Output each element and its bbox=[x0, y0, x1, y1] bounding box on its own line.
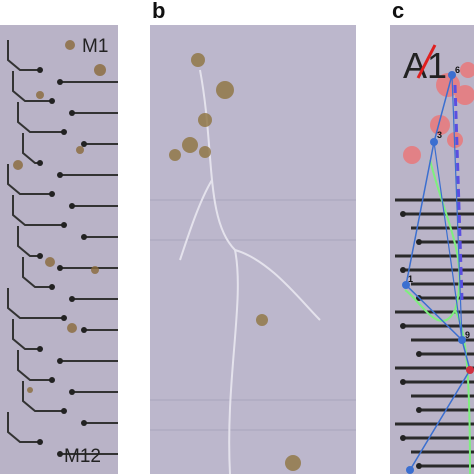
electrode-pad bbox=[37, 253, 43, 259]
strike bbox=[416, 44, 437, 79]
electrode-pad bbox=[49, 377, 55, 383]
electrode-pad bbox=[61, 129, 67, 135]
panel-label: b bbox=[152, 0, 165, 23]
electrode-line bbox=[7, 412, 40, 443]
electrode-pad bbox=[61, 408, 67, 414]
electrodes bbox=[7, 40, 118, 457]
graph-edges bbox=[405, 74, 471, 471]
electrode-pad bbox=[81, 141, 87, 147]
electrode-pad bbox=[81, 234, 87, 240]
electrode-line bbox=[12, 319, 40, 350]
electrode-line bbox=[22, 257, 52, 288]
electrode-line bbox=[17, 350, 52, 381]
electrode-pad bbox=[37, 160, 43, 166]
electrode-pad bbox=[61, 315, 67, 321]
electrode-line bbox=[7, 288, 64, 319]
electrode-pad bbox=[57, 79, 63, 85]
panel-b bbox=[150, 25, 356, 474]
electrode-line bbox=[17, 226, 40, 257]
panel-c: A1 6 3 1 9 bbox=[390, 25, 474, 474]
electrode-pad bbox=[61, 222, 67, 228]
electrode-pad bbox=[81, 327, 87, 333]
electrode-pad bbox=[57, 451, 63, 457]
cells bbox=[13, 40, 106, 393]
electrode-line bbox=[12, 195, 64, 226]
electrode-pad bbox=[416, 239, 422, 245]
electrode-line bbox=[12, 71, 52, 102]
neurite bbox=[179, 69, 321, 474]
dashed-path bbox=[453, 84, 464, 301]
electrode-pad bbox=[69, 110, 75, 116]
electrode-pad bbox=[416, 351, 422, 357]
marker-label: M1 bbox=[82, 36, 108, 57]
electrode-line bbox=[17, 102, 64, 133]
electrode-pad bbox=[37, 346, 43, 352]
traces bbox=[150, 199, 356, 431]
electrode-pad bbox=[49, 98, 55, 104]
electrode-pad bbox=[400, 211, 406, 217]
electrode-pad bbox=[37, 67, 43, 73]
electrode-pad bbox=[57, 358, 63, 364]
electrode-pad bbox=[400, 323, 406, 329]
marker-label: M12 bbox=[64, 446, 101, 467]
node-label: 9 bbox=[465, 330, 470, 340]
electrode-line bbox=[7, 164, 52, 195]
electrode-pad bbox=[400, 435, 406, 441]
electrode-pad bbox=[69, 389, 75, 395]
electrode-pad bbox=[69, 203, 75, 209]
electrode-pad bbox=[57, 265, 63, 271]
cells bbox=[169, 53, 301, 471]
panel-a: M1 M12 bbox=[0, 25, 118, 474]
electrode-pad bbox=[37, 439, 43, 445]
electrode-pad bbox=[400, 267, 406, 273]
electrode-pad bbox=[416, 407, 422, 413]
micrograph bbox=[150, 25, 356, 474]
micrograph bbox=[0, 25, 118, 474]
node-label: 6 bbox=[455, 65, 460, 75]
electrode-pad bbox=[49, 284, 55, 290]
node-label: 3 bbox=[437, 130, 442, 140]
graph-nodes bbox=[402, 71, 474, 474]
electrode-pad bbox=[81, 420, 87, 426]
electrode-pad bbox=[57, 172, 63, 178]
panel-label: c bbox=[392, 0, 404, 23]
electrode-pad bbox=[49, 191, 55, 197]
electrode-line bbox=[22, 381, 64, 412]
electrode-pad bbox=[400, 379, 406, 385]
electrode-pad bbox=[69, 296, 75, 302]
node-label: 1 bbox=[408, 274, 413, 284]
electrode-line bbox=[7, 40, 40, 71]
electrode-pad bbox=[416, 463, 422, 469]
